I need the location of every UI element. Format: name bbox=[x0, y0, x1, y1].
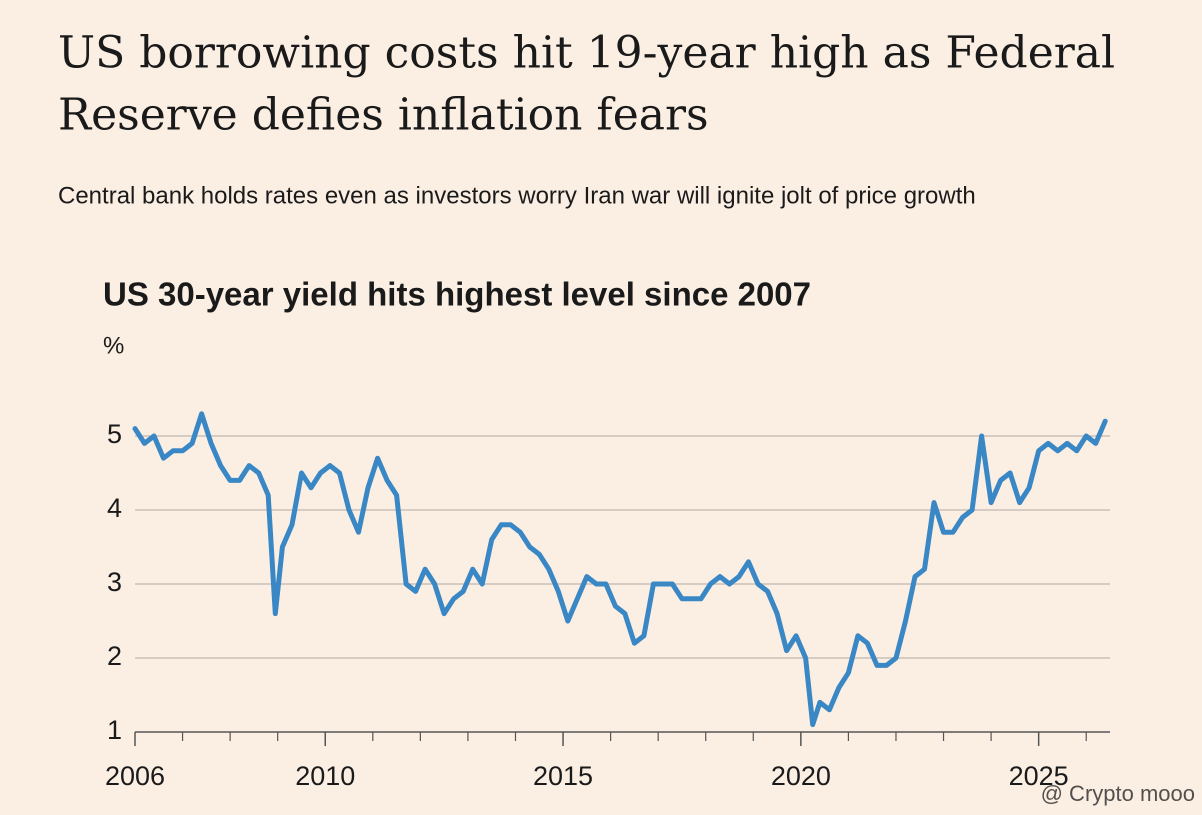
x-tick-label: 2025 bbox=[1009, 761, 1069, 791]
headline: Reserve defies inflation fears bbox=[58, 90, 709, 141]
x-tick-label: 2010 bbox=[295, 761, 355, 791]
x-tick-label: 2006 bbox=[105, 761, 165, 791]
y-axis-label: % bbox=[103, 332, 124, 359]
chart-title: US 30-year yield hits highest level sinc… bbox=[103, 276, 811, 313]
y-tick-label: 2 bbox=[107, 641, 122, 671]
subheadline: Central bank holds rates even as investo… bbox=[58, 182, 976, 209]
x-tick-label: 2015 bbox=[533, 761, 593, 791]
y-tick-label: 3 bbox=[107, 567, 122, 597]
y-tick-label: 1 bbox=[107, 715, 122, 745]
y-tick-label: 4 bbox=[107, 493, 122, 523]
series-line bbox=[132, 411, 1108, 728]
watermark: @ Crypto mooo bbox=[1041, 781, 1195, 806]
headline: US borrowing costs hit 19-year high as F… bbox=[58, 28, 1115, 79]
y-tick-label: 5 bbox=[107, 419, 122, 449]
x-tick-label: 2020 bbox=[771, 761, 831, 791]
